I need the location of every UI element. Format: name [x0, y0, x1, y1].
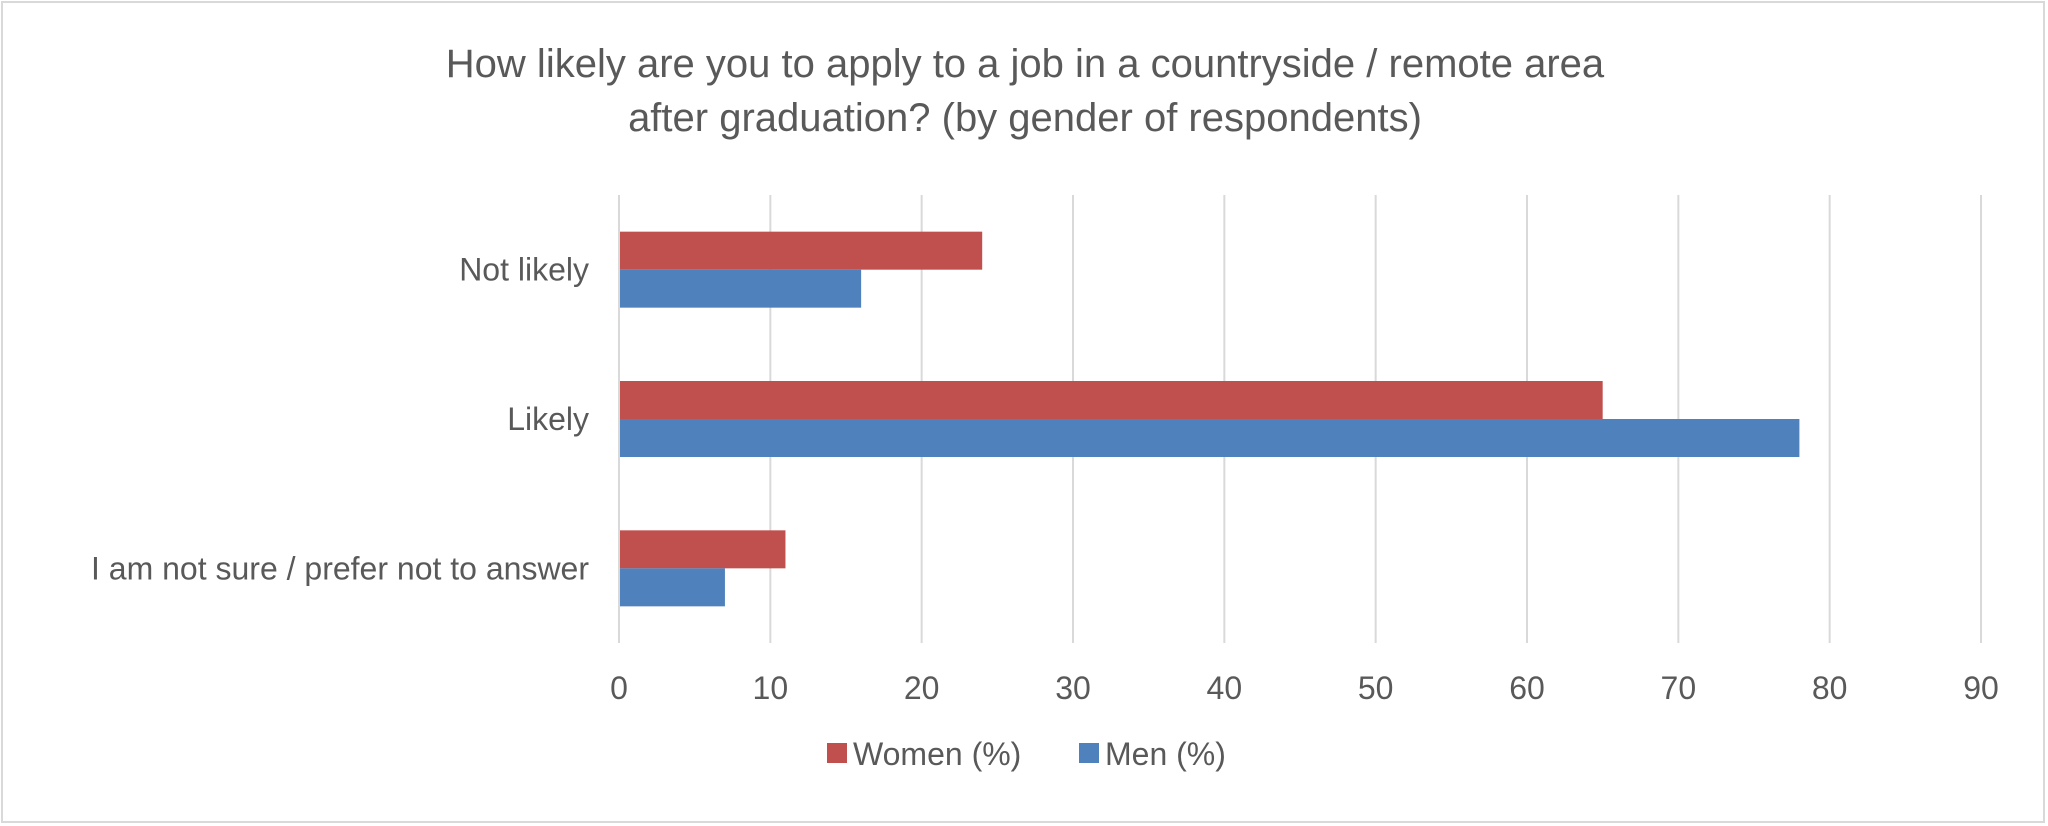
legend: Women (%) Men (%): [827, 736, 1226, 772]
x-tick-label: 20: [904, 670, 940, 706]
x-tick-label: 70: [1661, 670, 1697, 706]
legend-swatch-women: [827, 743, 847, 763]
category-label: I am not sure / prefer not to answer: [91, 550, 589, 586]
legend-label-men: Men (%): [1105, 736, 1226, 772]
bar-women: [619, 231, 983, 270]
x-tick-label: 90: [1963, 670, 1999, 706]
bar-men: [619, 269, 862, 308]
chart-title-line-2: after graduation? (by gender of responde…: [628, 96, 1422, 140]
x-tick-label: 50: [1358, 670, 1394, 706]
bar-men: [619, 419, 1800, 457]
category-label: Likely: [507, 401, 589, 437]
category-label: Not likely: [459, 252, 589, 288]
chart-title-line-1: How likely are you to apply to a job in …: [446, 42, 1605, 86]
x-tick-label: 30: [1055, 670, 1091, 706]
x-tick-label: 0: [610, 670, 628, 706]
legend-swatch-men: [1079, 743, 1099, 763]
axes: 0 10 20 30 40 50 60 70 80 90 Not likely Likely I am …: [91, 195, 1999, 706]
bar-chart: How likely are you to apply to a job in …: [91, 42, 1999, 772]
bar-women: [619, 381, 1603, 419]
x-tick-label: 80: [1812, 670, 1848, 706]
x-tick-label: 10: [753, 670, 789, 706]
legend-label-women: Women (%): [853, 736, 1021, 772]
bar-men: [619, 568, 725, 607]
bars: [619, 231, 1800, 607]
x-tick-label: 40: [1207, 670, 1243, 706]
bar-women: [619, 530, 786, 569]
x-tick-label: 60: [1509, 670, 1545, 706]
